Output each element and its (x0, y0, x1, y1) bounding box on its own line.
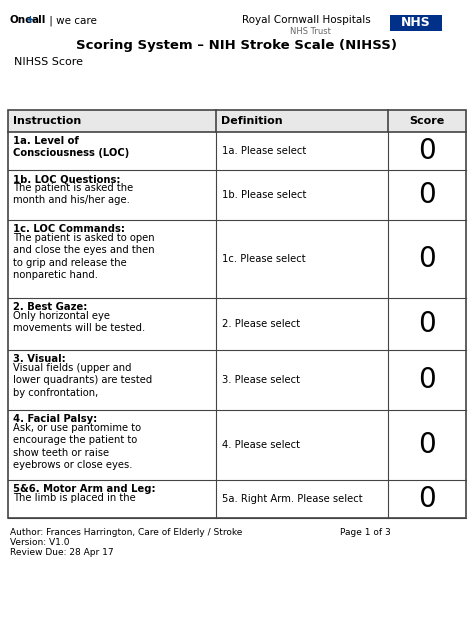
Text: 0: 0 (418, 181, 436, 209)
Text: The patient is asked to open
and close the eyes and then
to grip and release the: The patient is asked to open and close t… (13, 233, 155, 280)
Text: The patient is asked the
month and his/her age.: The patient is asked the month and his/h… (13, 183, 133, 205)
Text: 0: 0 (418, 431, 436, 459)
Text: NIHSS Score: NIHSS Score (14, 57, 83, 67)
Text: 0: 0 (418, 310, 436, 338)
Text: all: all (32, 15, 46, 25)
Text: Review Due: 28 Apr 17: Review Due: 28 Apr 17 (10, 548, 114, 557)
Text: 1c. Please select: 1c. Please select (222, 254, 306, 264)
Text: 1c. LOC Commands:: 1c. LOC Commands: (13, 224, 125, 234)
Text: 0: 0 (418, 137, 436, 165)
Text: 4. Facial Palsy:: 4. Facial Palsy: (13, 414, 97, 424)
Bar (390, 15, 442, 31)
Text: 3. Please select: 3. Please select (222, 375, 301, 385)
Text: Royal Cornwall Hospitals: Royal Cornwall Hospitals (242, 15, 371, 25)
Text: Scoring System – NIH Stroke Scale (NIHSS): Scoring System – NIH Stroke Scale (NIHSS… (76, 39, 398, 52)
Text: Ask, or use pantomime to
encourage the patient to
show teeth or raise
eyebrows o: Ask, or use pantomime to encourage the p… (13, 423, 141, 470)
Text: Visual fields (upper and
lower quadrants) are tested
by confrontation,: Visual fields (upper and lower quadrants… (13, 363, 152, 398)
Text: 4. Please select: 4. Please select (222, 440, 301, 450)
Text: 0: 0 (418, 366, 436, 394)
Text: Author: Frances Harrington, Care of Elderly / Stroke: Author: Frances Harrington, Care of Elde… (10, 528, 242, 537)
Text: 1a. Please select: 1a. Please select (222, 146, 307, 156)
Text: 5&6. Motor Arm and Leg:: 5&6. Motor Arm and Leg: (13, 484, 155, 494)
Text: 1b. Please select: 1b. Please select (222, 190, 307, 200)
Text: Definition: Definition (221, 116, 283, 126)
Text: Instruction: Instruction (13, 116, 81, 126)
Text: Version: V1.0: Version: V1.0 (10, 538, 70, 547)
Text: One: One (10, 15, 33, 25)
Bar (8, 110, 466, 132)
Text: 2. Please select: 2. Please select (222, 319, 301, 329)
Text: 2. Best Gaze:: 2. Best Gaze: (13, 302, 87, 312)
Text: NHS Trust: NHS Trust (290, 27, 331, 36)
Text: Score: Score (410, 116, 445, 126)
Text: | we care: | we care (46, 15, 97, 25)
Bar (8, 110, 466, 518)
Text: Page 1 of 3: Page 1 of 3 (340, 528, 391, 537)
Text: Only horizontal eye
movements will be tested.: Only horizontal eye movements will be te… (13, 311, 145, 333)
Text: 5a. Right Arm. Please select: 5a. Right Arm. Please select (222, 494, 363, 504)
Text: 1b. LOC Questions:: 1b. LOC Questions: (13, 174, 120, 184)
Text: 0: 0 (418, 485, 436, 513)
Text: 0: 0 (418, 245, 436, 273)
Text: NHS: NHS (401, 16, 431, 30)
Text: 1a. Level of
Consciousness (LOC): 1a. Level of Consciousness (LOC) (13, 136, 129, 158)
Text: +: + (26, 15, 35, 25)
Text: 3. Visual:: 3. Visual: (13, 354, 66, 364)
Text: The limb is placed in the: The limb is placed in the (13, 493, 136, 503)
